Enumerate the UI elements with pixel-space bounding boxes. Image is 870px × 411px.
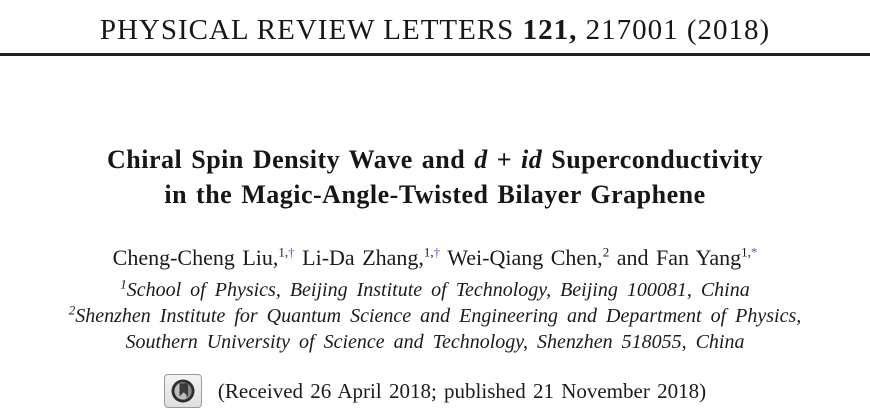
paper-title: Chiral Spin Density Wave and d + id Supe… bbox=[0, 142, 870, 212]
affiliation-text: Southern University of Science and Techn… bbox=[125, 331, 745, 353]
title-math-d: d bbox=[474, 145, 488, 174]
author-name: Wei-Qiang Chen, bbox=[447, 245, 603, 270]
affiliations-block: 1School of Physics, Beijing Institute of… bbox=[0, 277, 870, 355]
author-name: Cheng-Cheng Liu, bbox=[112, 245, 279, 270]
author: Wei-Qiang Chen,2 bbox=[447, 245, 609, 270]
affiliation-line: Southern University of Science and Techn… bbox=[0, 329, 870, 355]
header-rule bbox=[0, 53, 870, 56]
journal-header: PHYSICAL REVIEW LETTERS 121, 217001 (201… bbox=[0, 14, 870, 47]
title-line-2: in the Magic-Angle-Twisted Bilayer Graph… bbox=[164, 180, 706, 209]
affiliation-sup: 1 bbox=[120, 276, 127, 292]
title-line-1: Chiral Spin Density Wave and d + id Supe… bbox=[0, 142, 870, 177]
author: Li-Da Zhang,1,† bbox=[302, 245, 440, 270]
author-name: and Fan Yang bbox=[616, 245, 742, 270]
author-affil-sup: 1, bbox=[423, 244, 434, 260]
author-affil-sup: 2 bbox=[602, 244, 610, 260]
author-footnote-mark: † bbox=[288, 244, 295, 260]
journal-issue-info: 217001 (2018) bbox=[585, 14, 771, 46]
author: Cheng-Cheng Liu,1,† bbox=[113, 245, 295, 270]
affiliation-text: School of Physics, Beijing Institute of … bbox=[126, 279, 750, 301]
author: and Fan Yang1,* bbox=[617, 245, 758, 270]
affiliation-text: Shenzhen Institute for Quantum Science a… bbox=[75, 305, 802, 327]
affiliation-sup: 2 bbox=[68, 302, 76, 318]
author-affil-sup: 1, bbox=[741, 244, 751, 260]
crossmark-icon[interactable] bbox=[163, 374, 202, 408]
journal-name: PHYSICAL REVIEW LETTERS bbox=[99, 14, 515, 46]
title-math-plus: + bbox=[487, 145, 522, 174]
author-affil-sup: 1, bbox=[278, 244, 289, 260]
title-text: Chiral Spin Density Wave and bbox=[107, 145, 475, 174]
title-math-id: id bbox=[521, 145, 543, 174]
author-footnote-mark: † bbox=[433, 244, 441, 260]
author-name: Li-Da Zhang, bbox=[302, 245, 424, 270]
author-footnote-mark: * bbox=[750, 244, 758, 260]
affiliation-line: 2Shenzhen Institute for Quantum Science … bbox=[0, 303, 870, 329]
received-text: (Received 26 April 2018; published 21 No… bbox=[217, 378, 707, 403]
authors-line: Cheng-Cheng Liu,1,† Li-Da Zhang,1,† Wei-… bbox=[0, 245, 870, 271]
affiliation-line: 1School of Physics, Beijing Institute of… bbox=[0, 277, 870, 303]
title-text: Superconductivity bbox=[542, 145, 763, 174]
received-row: (Received 26 April 2018; published 21 No… bbox=[0, 374, 870, 408]
journal-volume: 121, bbox=[522, 14, 578, 46]
